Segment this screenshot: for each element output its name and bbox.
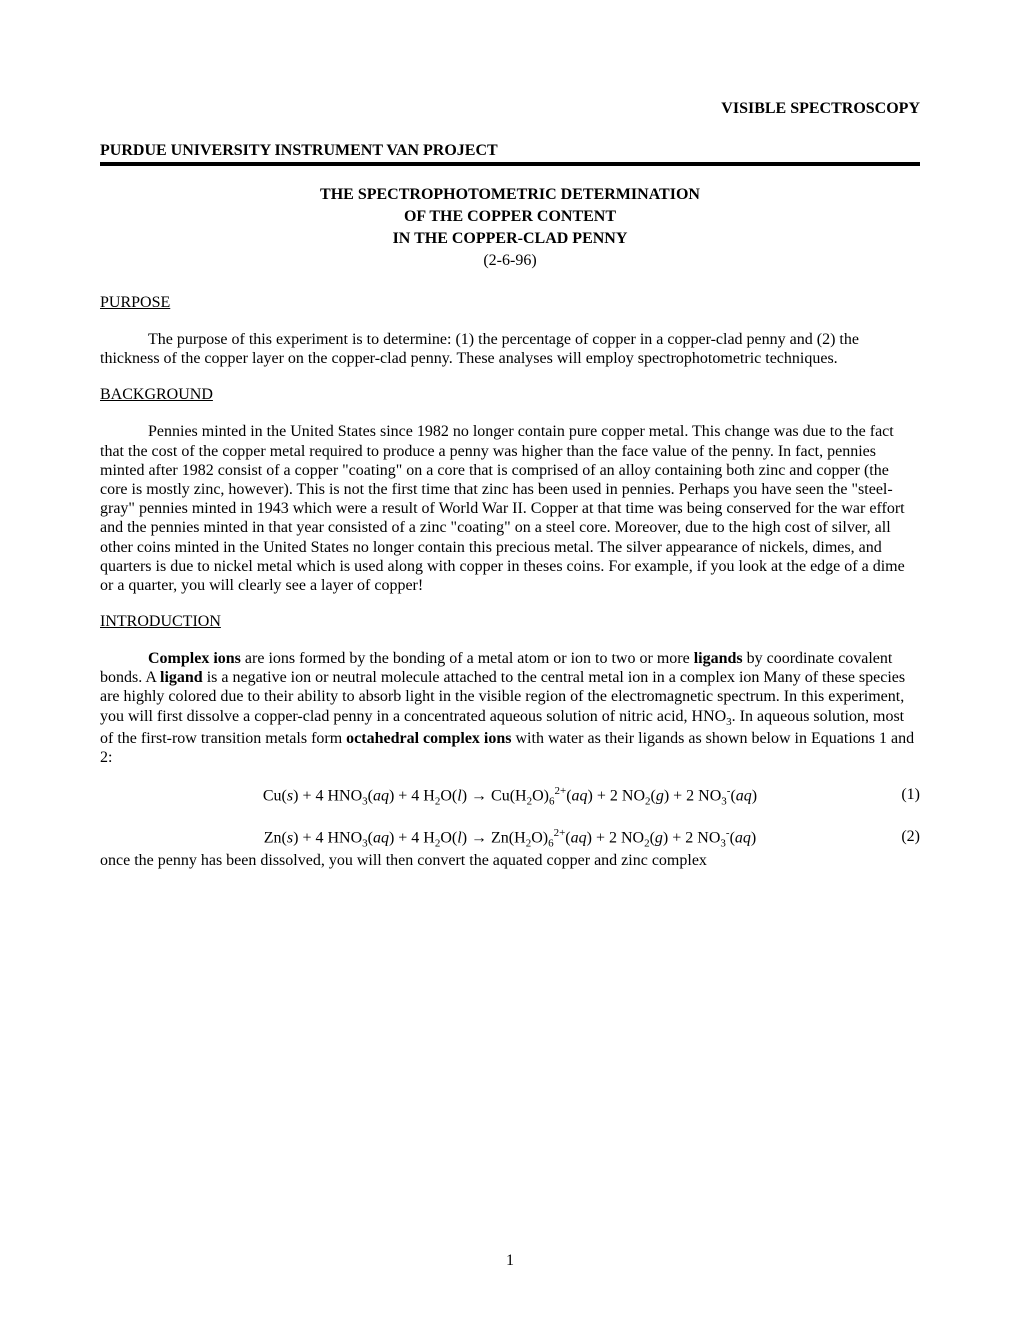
introduction-paragraph: Complex ions are ions formed by the bond… (100, 649, 920, 767)
title-date: (2-6-96) (100, 252, 920, 270)
introduction-heading: INTRODUCTION (100, 613, 920, 631)
title-line-2: OF THE COPPER CONTENT (100, 208, 920, 226)
purpose-paragraph: The purpose of this experiment is to det… (100, 330, 920, 368)
equation-2: Zn(s) + 4 HNO3(aq) + 4 H2O(l) → Zn(H2O)6… (100, 827, 920, 851)
term-ligand: ligand (160, 669, 203, 686)
background-heading: BACKGROUND (100, 386, 920, 404)
term-complex-ions: Complex ions (148, 650, 241, 667)
title-line-3: IN THE COPPER-CLAD PENNY (100, 230, 920, 248)
intro-text-1: are ions formed by the bonding of a meta… (241, 650, 694, 667)
title-line-1: THE SPECTROPHOTOMETRIC DETERMINATION (100, 186, 920, 204)
term-ligands: ligands (694, 650, 743, 667)
equation-1: Cu(s) + 4 HNO3(aq) + 4 H2O(l) → Cu(H2O)6… (100, 785, 920, 809)
background-paragraph: Pennies minted in the United States sinc… (100, 422, 920, 595)
header-project: PURDUE UNIVERSITY INSTRUMENT VAN PROJECT (100, 142, 920, 166)
purpose-heading: PURPOSE (100, 294, 920, 312)
header-category: VISIBLE SPECTROSCOPY (100, 100, 920, 118)
equation-1-number: (1) (901, 785, 920, 804)
page-number: 1 (506, 1252, 514, 1270)
after-equation-text: once the penny has been dissolved, you w… (100, 851, 920, 870)
equation-2-number: (2) (901, 827, 920, 846)
term-octahedral: octahedral complex ions (346, 730, 511, 747)
